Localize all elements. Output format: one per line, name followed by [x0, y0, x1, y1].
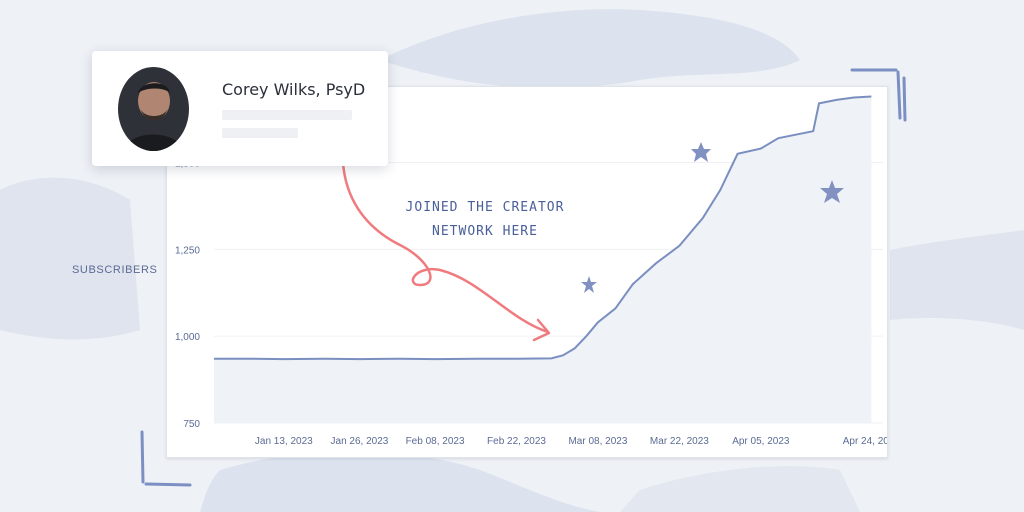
y-tick-label: 1,250 [175, 245, 200, 256]
person-avatar-icon [118, 67, 189, 151]
profile-card: Corey Wilks, PsyD [92, 51, 388, 166]
x-tick-label: Feb 22, 2023 [487, 436, 546, 447]
x-tick-label: Mar 08, 2023 [568, 436, 627, 447]
area-fill [214, 96, 872, 423]
brush-stroke-left [0, 177, 140, 340]
x-tick-label: Mar 22, 2023 [650, 436, 709, 447]
y-axis-label: SUBSCRIBERS [72, 264, 158, 276]
brush-stroke-bottom [200, 451, 600, 512]
x-tick-labels: Jan 13, 2023 Jan 26, 2023 Feb 08, 2023 Feb … [255, 436, 887, 447]
x-tick-label: Feb 08, 2023 [406, 436, 465, 447]
placeholder-line [222, 110, 352, 120]
x-tick-label: Jan 13, 2023 [255, 436, 313, 447]
y-tick-label: 1,000 [175, 332, 200, 343]
y-tick-label: 750 [183, 419, 200, 430]
annotation-line-1: JOINED THE CREATOR [405, 200, 565, 215]
annotation-line-2: NETWORK HERE [432, 224, 538, 239]
x-tick-label: Jan 26, 2023 [331, 436, 389, 447]
x-tick-label: Apr 05, 2023 [732, 436, 790, 447]
series-line [214, 95, 872, 361]
annotation-text: JOINED THE CREATOR NETWORK HERE [400, 196, 570, 244]
x-tick-label: Apr 24, 2023 [843, 436, 887, 447]
creator-name: Corey Wilks, PsyD [222, 80, 366, 99]
brush-stroke-top [380, 9, 800, 89]
avatar [118, 67, 189, 151]
brush-stroke-right [890, 230, 1024, 330]
placeholder-line [222, 128, 298, 138]
brush-stroke-bottom-right [620, 466, 860, 512]
